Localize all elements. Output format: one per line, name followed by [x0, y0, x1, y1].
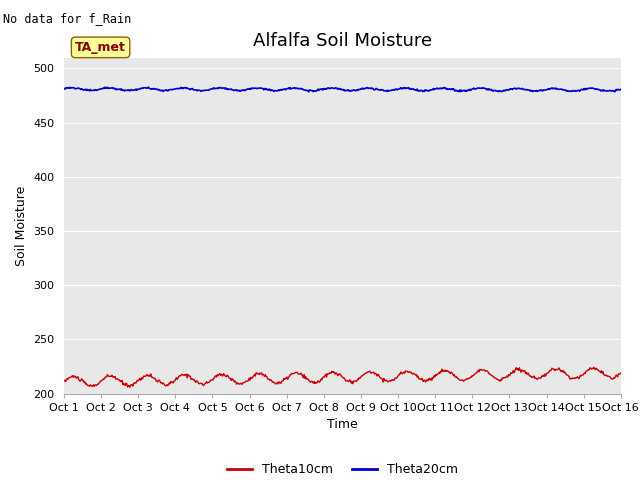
Title: Alfalfa Soil Moisture: Alfalfa Soil Moisture: [253, 33, 432, 50]
Y-axis label: Soil Moisture: Soil Moisture: [15, 185, 28, 266]
Text: TA_met: TA_met: [75, 41, 126, 54]
Legend: Theta10cm, Theta20cm: Theta10cm, Theta20cm: [222, 458, 463, 480]
X-axis label: Time: Time: [327, 418, 358, 431]
Text: No data for f_Rain: No data for f_Rain: [3, 12, 131, 25]
